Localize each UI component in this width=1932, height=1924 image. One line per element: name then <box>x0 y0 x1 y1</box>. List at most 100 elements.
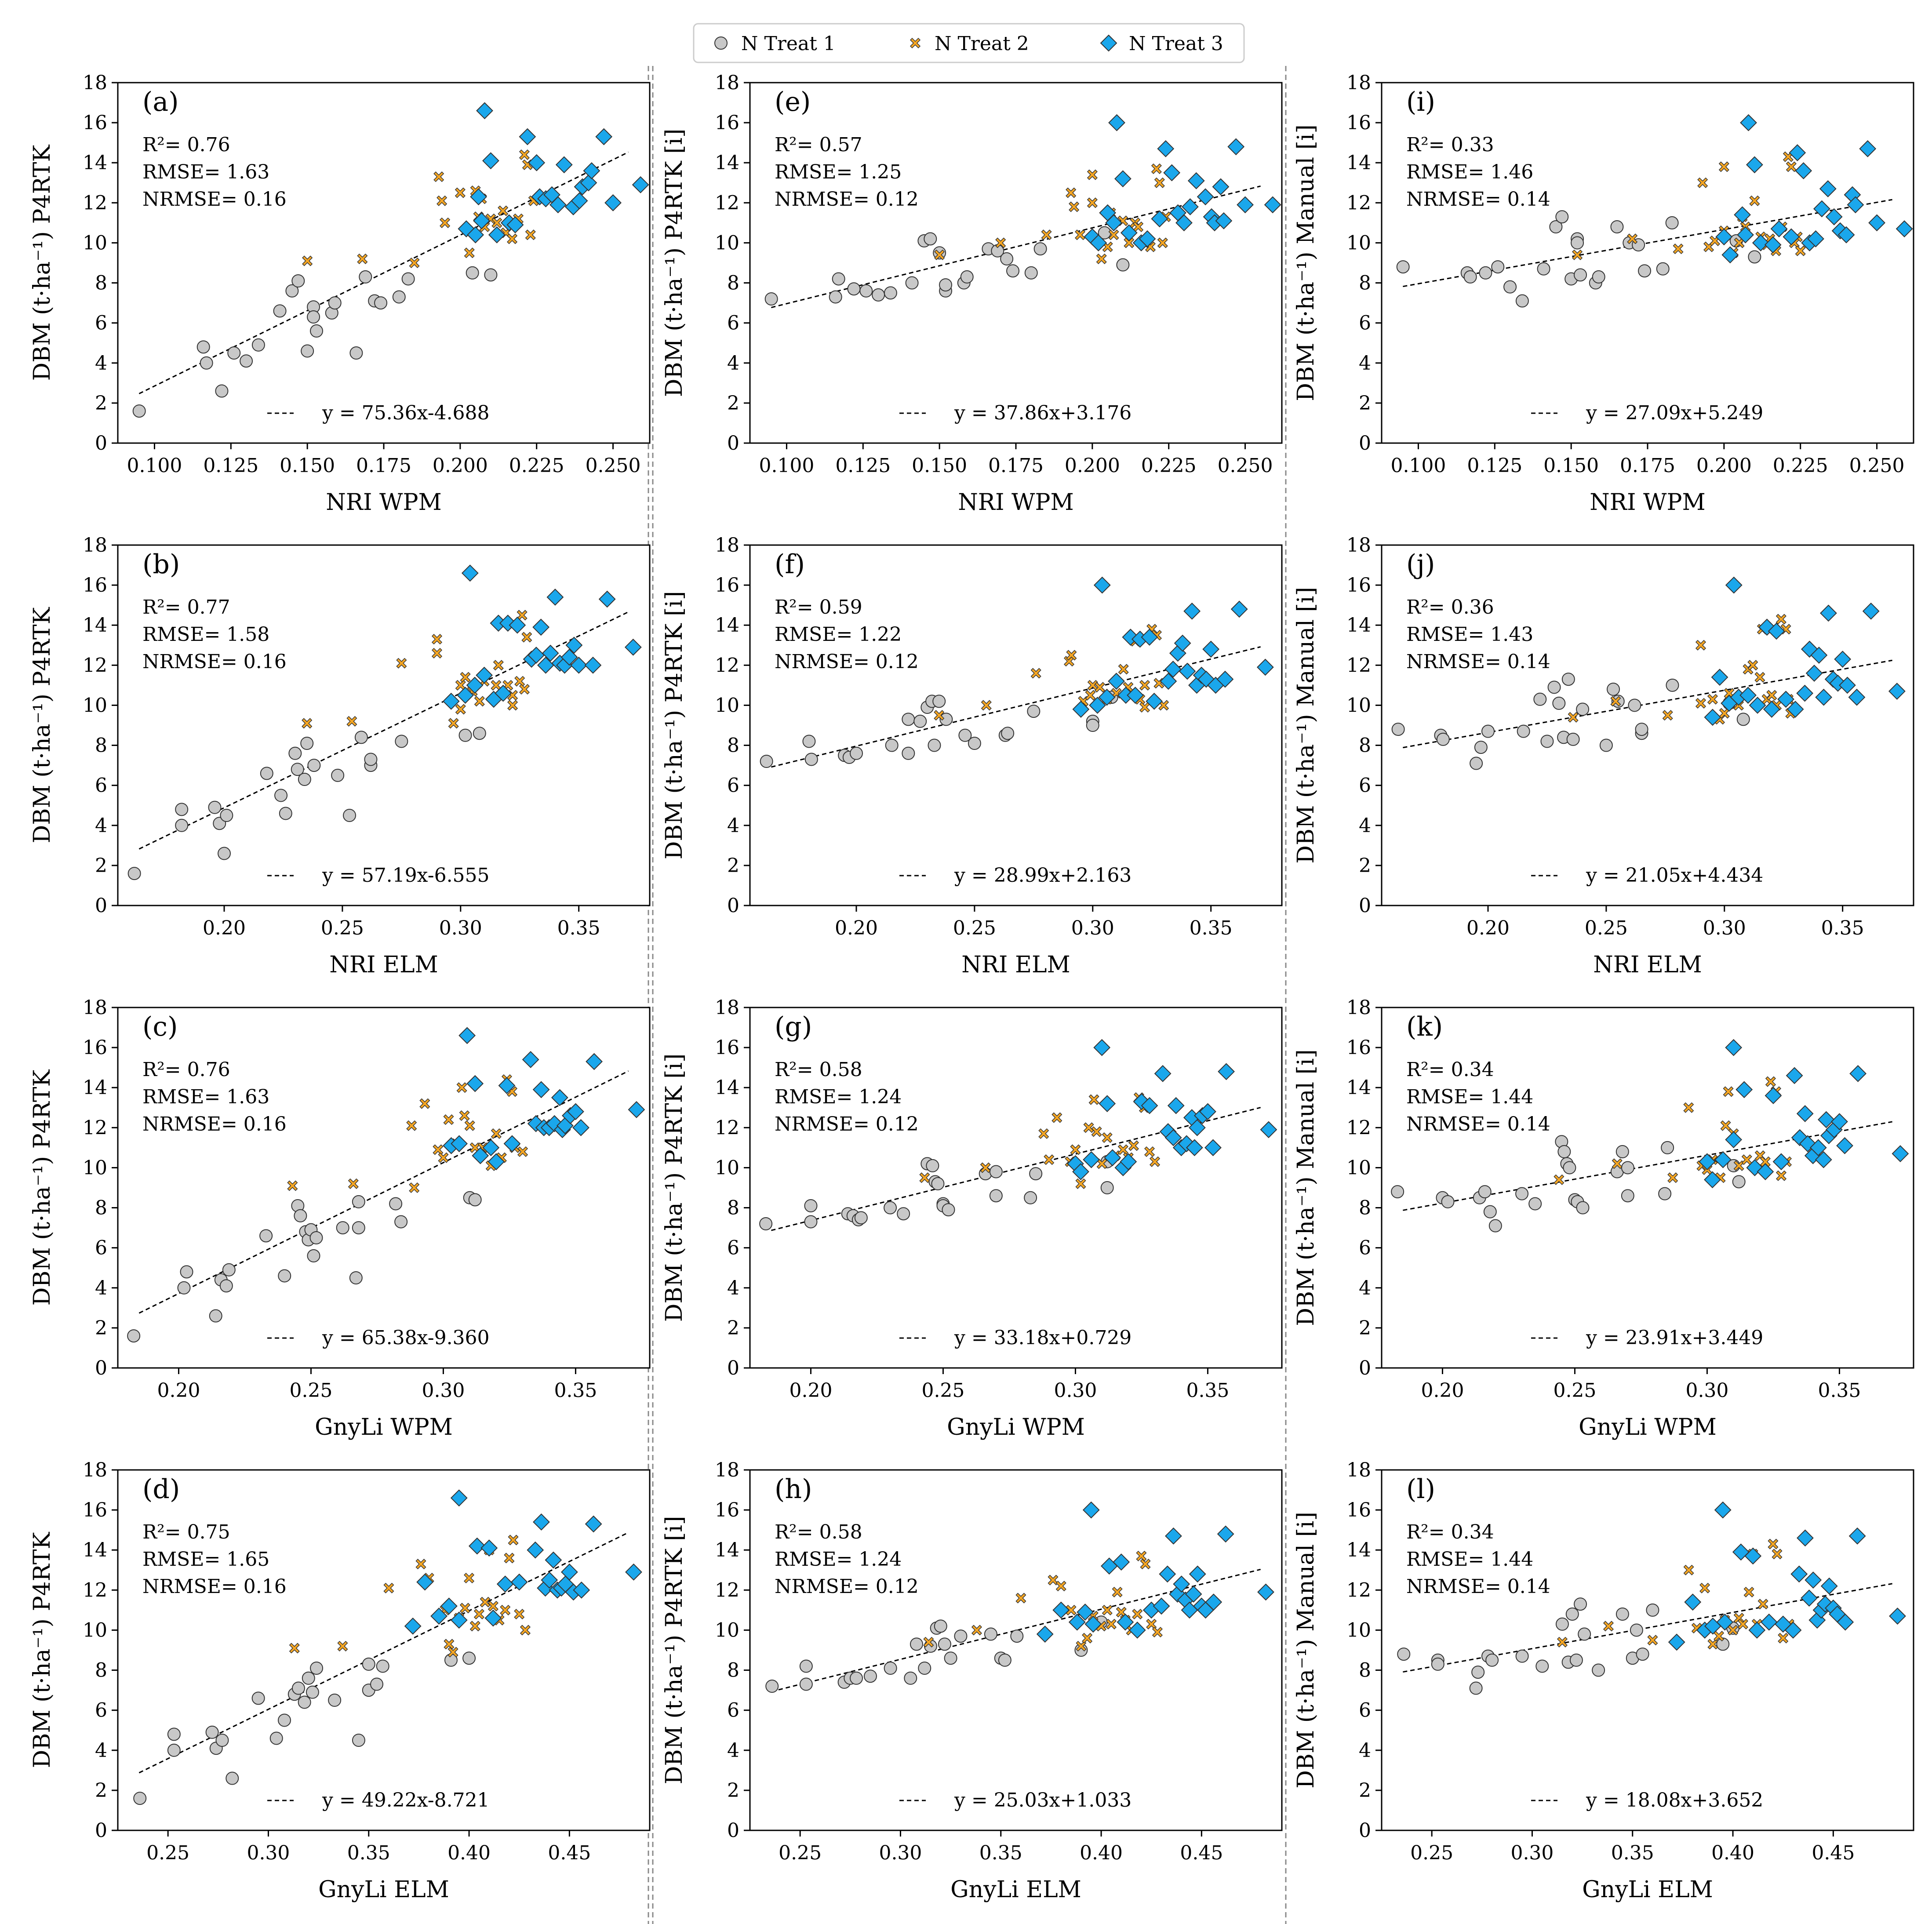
point-treat2 <box>1749 195 1760 206</box>
x-axis-label: NRI WPM <box>1590 489 1705 516</box>
point-treat2 <box>1765 1076 1776 1087</box>
equation-label: y = 37.86x+3.176 <box>954 402 1132 424</box>
point-treat3 <box>546 589 564 606</box>
x-tick-label: 0.40 <box>1711 1842 1754 1864</box>
point-treat1 <box>1610 220 1624 233</box>
point-treat1 <box>1436 732 1450 746</box>
point-treat3 <box>1749 697 1766 714</box>
point-treat1 <box>859 284 873 298</box>
point-treat1 <box>298 773 311 786</box>
x-axis-label: GnyLi WPM <box>1579 1414 1717 1440</box>
y-tick-label: 18 <box>1346 72 1371 94</box>
x-tick-label: 0.125 <box>1467 455 1522 477</box>
point-treat3 <box>1256 658 1274 676</box>
nrmse-label: NRMSE= 0.12 <box>775 651 919 673</box>
point-treat3 <box>488 1153 505 1171</box>
point-treat2 <box>1112 1586 1123 1597</box>
point-treat3 <box>528 154 546 171</box>
y-tick-label: 4 <box>95 1739 107 1762</box>
point-treat1 <box>905 276 919 290</box>
point-treat1 <box>884 286 897 300</box>
point-treat2 <box>1108 229 1119 240</box>
point-treat2 <box>1091 1126 1102 1137</box>
point-treat3 <box>584 656 602 674</box>
point-treat2 <box>1085 690 1096 701</box>
point-treat3 <box>551 1089 568 1106</box>
point-treat3 <box>604 194 622 211</box>
x-axis-label: NRI ELM <box>1593 952 1702 978</box>
point-treat3 <box>1790 1565 1808 1583</box>
point-treat3 <box>1770 220 1788 237</box>
point-treat2 <box>1157 237 1168 248</box>
point-treat2 <box>934 710 945 721</box>
legend-item-treat2: N Treat 2 <box>910 33 1029 55</box>
point-treat3 <box>1784 1622 1802 1639</box>
point-treat2 <box>1096 1158 1107 1169</box>
point-treat3 <box>1122 629 1139 646</box>
point-treat1 <box>359 270 372 284</box>
y-tick-label: 8 <box>727 1659 739 1682</box>
point-treat2 <box>507 233 518 244</box>
point-treat2 <box>1144 1146 1155 1157</box>
point-treat3 <box>560 648 578 666</box>
point-treat3 <box>1133 1093 1150 1110</box>
point-treat1 <box>1010 1629 1024 1643</box>
point-treat3 <box>1189 1565 1206 1583</box>
point-treat2 <box>1760 1156 1771 1167</box>
point-treat3 <box>528 647 545 664</box>
point-treat3 <box>1036 1626 1054 1643</box>
y-tick-label: 0 <box>1359 1357 1371 1379</box>
point-treat2 <box>919 1172 930 1183</box>
point-treat1 <box>133 1792 147 1805</box>
point-treat3 <box>450 1611 468 1629</box>
x-tick-label: 0.150 <box>912 455 967 477</box>
y-tick-label: 10 <box>83 1619 107 1641</box>
point-treat1 <box>273 304 287 318</box>
point-treat1 <box>1503 280 1517 294</box>
point-treat2 <box>1554 1174 1565 1185</box>
point-treat3 <box>1072 1163 1089 1180</box>
nrmse-label: NRMSE= 0.16 <box>142 651 287 673</box>
x-tick-label: 0.30 <box>1703 917 1746 939</box>
point-treat1 <box>1592 1663 1605 1677</box>
point-treat3 <box>1098 688 1116 706</box>
point-treat3 <box>580 174 597 192</box>
point-treat1 <box>998 1653 1011 1667</box>
y-tick-label: 6 <box>95 312 107 335</box>
panel-letter: (f) <box>775 549 805 580</box>
point-treat1 <box>352 1195 365 1208</box>
point-treat1 <box>1086 719 1099 732</box>
plot-area <box>117 1007 651 1369</box>
point-treat2 <box>464 247 475 258</box>
point-treat1 <box>1483 1205 1497 1218</box>
y-tick-label: 10 <box>1346 1157 1371 1179</box>
y-tick-label: 10 <box>83 232 107 254</box>
point-treat3 <box>1077 1604 1094 1621</box>
x-tick-label: 0.175 <box>1620 455 1675 477</box>
point-treat2 <box>473 1608 484 1620</box>
point-treat2 <box>1647 1635 1658 1646</box>
point-treat1 <box>799 1659 813 1673</box>
legend-marker-circle <box>714 36 728 50</box>
point-treat1 <box>484 268 498 282</box>
y-axis-label: DBM (t·ha⁻¹) P4RTK <box>29 1069 55 1306</box>
x-axis-label: GnyLi WPM <box>947 1414 1085 1440</box>
point-treat3 <box>1817 1111 1835 1128</box>
point-treat3 <box>1716 1613 1734 1631</box>
point-treat1 <box>349 346 363 360</box>
point-treat1 <box>1431 1657 1444 1671</box>
x-tick-label: 0.30 <box>1071 917 1114 939</box>
y-tick-label: 12 <box>1346 192 1371 214</box>
point-treat2 <box>1733 1160 1744 1171</box>
point-treat1 <box>1599 738 1613 752</box>
point-treat1 <box>765 1680 779 1693</box>
panel-letter: (i) <box>1406 87 1435 117</box>
panel-letter: (h) <box>775 1474 812 1505</box>
y-tick-label: 4 <box>95 352 107 375</box>
point-treat3 <box>1114 170 1132 188</box>
regression-line <box>138 1532 629 1774</box>
point-treat3 <box>1264 196 1281 214</box>
point-treat1 <box>1615 1145 1629 1158</box>
point-treat1 <box>847 282 861 296</box>
plot-area <box>117 82 651 444</box>
